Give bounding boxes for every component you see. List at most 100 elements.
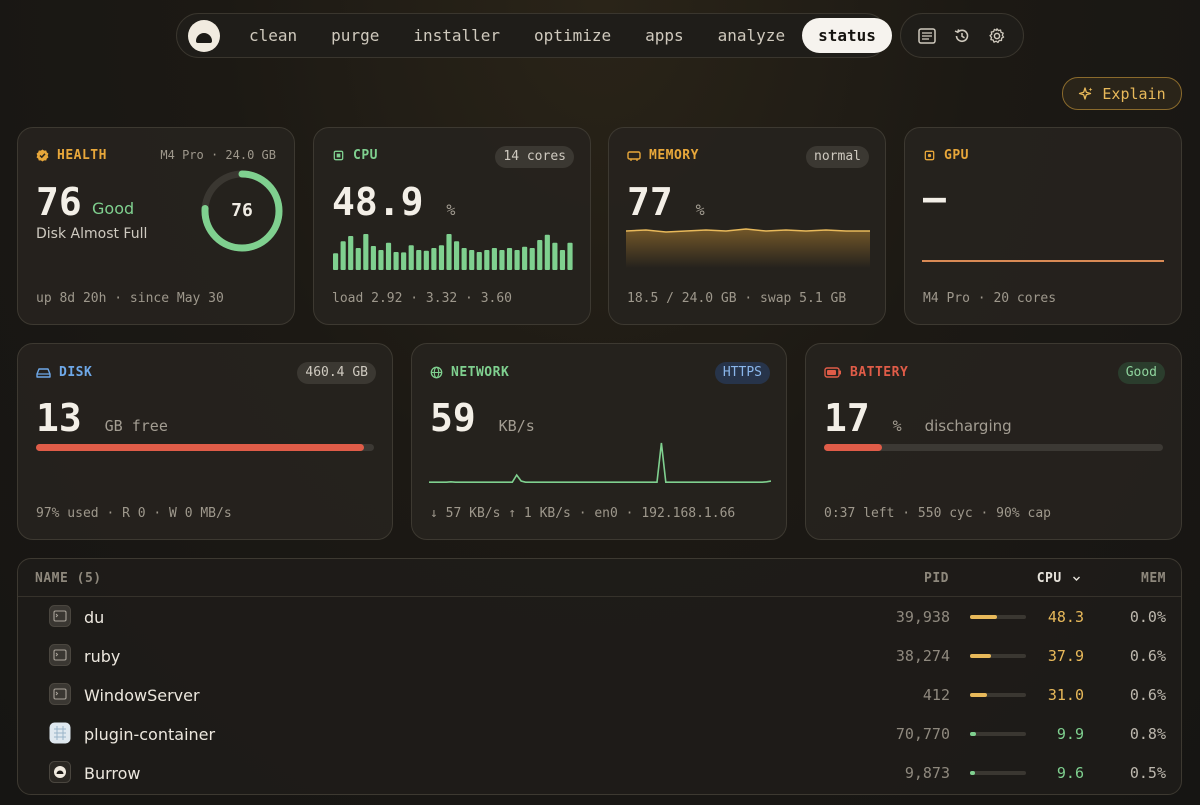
battery-value: 17: [824, 396, 870, 440]
cpu-history-bar: [522, 246, 528, 270]
cpu-history-bar: [401, 252, 407, 270]
cpu-history-bar: [446, 234, 452, 270]
tab-purge[interactable]: purge: [331, 26, 380, 45]
process-cpu-bar-fill: [970, 654, 992, 658]
cpu-cores-badge: 14 cores: [495, 146, 574, 168]
process-pid: 412: [922, 686, 950, 704]
battery-icon: [824, 367, 841, 378]
disk-usage-fill: [36, 444, 364, 451]
health-title: HEALTH: [57, 148, 107, 163]
process-cpu-bar: [970, 732, 1026, 736]
memory-footer: 18.5 / 24.0 GB · swap 5.1 GB: [627, 291, 847, 306]
battery-title: BATTERY: [850, 365, 909, 380]
cpu-history-bar: [385, 242, 392, 270]
gear-icon[interactable]: [983, 22, 1011, 50]
tab-installer[interactable]: installer: [413, 26, 501, 45]
process-cpu: 9.9: [1056, 725, 1084, 743]
gpu-chip-icon: [924, 150, 935, 161]
memory-unit: %: [695, 201, 705, 219]
cpu-history-bar: [348, 236, 354, 270]
column-header-mem[interactable]: MEM: [1141, 571, 1166, 586]
badge-check-icon: [36, 149, 49, 162]
app-icon: [49, 722, 71, 744]
battery-level-fill: [824, 444, 882, 451]
cpu-card: CPU 14 cores 48.9 % load 2.92 · 3.32 · 3…: [313, 127, 591, 325]
column-header-pid[interactable]: PID: [924, 571, 949, 586]
process-table: NAME (5) PID CPU MEM du 39,938 48.3 0.0% rub…: [17, 558, 1182, 795]
table-row[interactable]: Burrow 9,873 9.6 0.5%: [18, 753, 1181, 792]
cpu-history-bar: [484, 250, 490, 270]
gpu-card: GPU – M4 Pro · 20 cores: [904, 127, 1182, 325]
process-cpu-bar: [970, 654, 1026, 658]
process-mem: 0.6%: [1129, 647, 1166, 665]
memory-value: 77: [627, 180, 673, 224]
health-card: HEALTH M4 Pro · 24.0 GB 76 Good Disk Alm…: [17, 127, 295, 325]
process-cpu-bar-fill: [970, 732, 976, 736]
chip-icon: [333, 150, 344, 161]
log-icon[interactable]: [913, 22, 941, 50]
cpu-history-bar: [461, 248, 467, 270]
cpu-history-bar: [544, 234, 550, 270]
health-rating: Good: [92, 199, 135, 218]
network-https-badge: HTTPS: [714, 362, 770, 384]
tab-status[interactable]: status: [802, 18, 892, 53]
drive-icon: [36, 367, 51, 378]
memory-value-row: 77 %: [627, 180, 705, 224]
globe-icon: [430, 366, 443, 379]
terminal-icon: [49, 683, 71, 705]
health-badge: M4 Pro · 24.0 GB: [160, 148, 276, 162]
disk-value: 13: [36, 396, 82, 440]
cpu-history-bar: [378, 250, 384, 270]
battery-level-bar: [824, 444, 1163, 451]
memory-pressure-badge: normal: [806, 146, 869, 168]
tab-optimize[interactable]: optimize: [534, 26, 612, 45]
cpu-history-bar: [514, 250, 520, 270]
cpu-history-chart: [333, 234, 573, 270]
battery-value-row: 17 % discharging: [824, 396, 1012, 440]
disk-footer: 97% used · R 0 · W 0 MB/s: [36, 506, 232, 521]
table-row[interactable]: ruby 38,274 37.9 0.6%: [18, 636, 1181, 675]
memory-icon: [627, 150, 641, 161]
app-logo-icon[interactable]: [188, 19, 220, 52]
cpu-history-bar: [355, 248, 361, 270]
memory-card: MEMORY normal 77 % 18.5 / 24.0 GB · swap…: [608, 127, 886, 325]
column-header-cpu[interactable]: CPU: [1037, 571, 1081, 586]
column-header-name[interactable]: NAME (5): [35, 571, 102, 586]
cpu-history-bar: [454, 241, 460, 270]
cpu-history-bar: [567, 242, 573, 270]
network-card: NETWORK HTTPS 59 KB/s ↓ 57 KB/s ↑ 1 KB/s…: [411, 343, 787, 540]
cpu-history-bar: [537, 240, 543, 270]
cpu-history-bar: [363, 234, 369, 270]
cpu-history-bar: [476, 252, 482, 270]
battery-unit: %: [892, 417, 902, 435]
process-cpu-bar: [970, 771, 1026, 775]
process-cpu-bar-fill: [970, 771, 976, 775]
disk-value-row: 13 GB free: [36, 396, 168, 440]
gpu-footer: M4 Pro · 20 cores: [923, 291, 1057, 306]
health-ring-value: 76: [231, 200, 253, 221]
table-row[interactable]: plugin-container 70,770 9.9 0.8%: [18, 714, 1181, 753]
process-mem: 0.5%: [1129, 764, 1166, 782]
cpu-history-bar: [506, 248, 513, 270]
tab-apps[interactable]: apps: [645, 26, 684, 45]
cpu-value-row: 48.9 %: [332, 180, 455, 224]
network-title: NETWORK: [451, 365, 510, 380]
cpu-history-bar: [423, 250, 429, 270]
health-note: Disk Almost Full: [36, 226, 148, 242]
gpu-title: GPU: [944, 148, 969, 163]
cpu-history-bar: [552, 242, 558, 270]
terminal-icon: [49, 605, 71, 627]
explain-button[interactable]: Explain: [1062, 77, 1182, 110]
tab-clean[interactable]: clean: [249, 26, 298, 45]
disk-size-badge: 460.4 GB: [297, 362, 376, 384]
network-history-line: [429, 442, 771, 484]
battery-status: discharging: [924, 417, 1012, 435]
cpu-history-bar: [431, 248, 437, 270]
table-row[interactable]: WindowServer 412 31.0 0.6%: [18, 675, 1181, 714]
cpu-history-bar: [559, 250, 566, 270]
history-icon[interactable]: [948, 22, 976, 50]
memory-history-chart: [626, 228, 870, 268]
process-pid: 39,938: [895, 608, 950, 626]
table-row[interactable]: du 39,938 48.3 0.0%: [18, 597, 1181, 636]
tab-analyze[interactable]: analyze: [717, 26, 786, 45]
